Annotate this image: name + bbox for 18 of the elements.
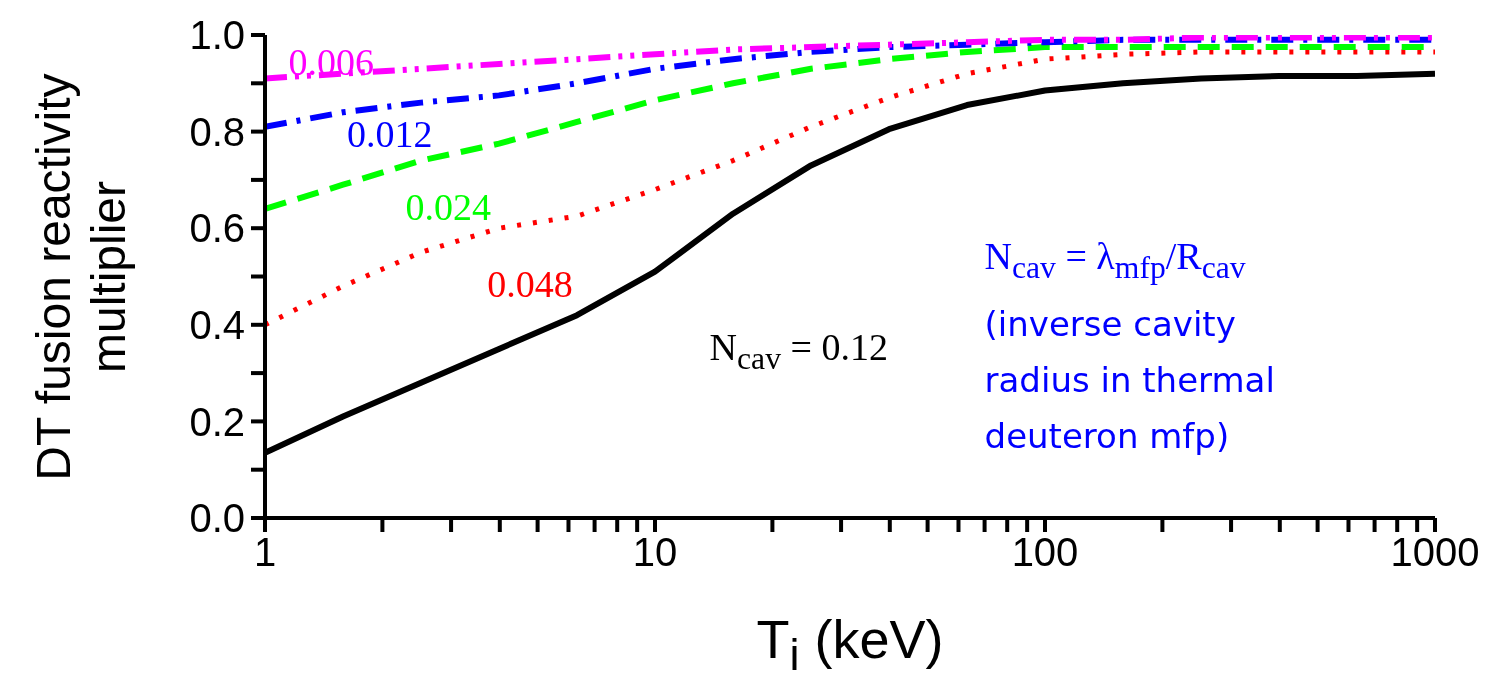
y-tick-label: 0.2 xyxy=(189,399,245,444)
x-tick-label: 1000 xyxy=(1390,530,1480,575)
x-axis-title: T$_{i}$ (keV) xyxy=(755,608,945,681)
annotation: (inverse cavity radius in thermal deuteron mfp) xyxy=(984,302,1276,458)
y-tick-label: 0.4 xyxy=(189,303,245,347)
y-tick-label: 0.0 xyxy=(189,496,245,541)
text: N$_{cav}$ = 0.12 xyxy=(709,324,888,377)
y-axis-title: DT fusion reactivity multiplier xyxy=(25,71,135,483)
series-label: 0.024 xyxy=(405,184,491,229)
y-tick-label: 0.6 xyxy=(189,206,245,251)
x-tick-label: 1 xyxy=(253,530,277,575)
series-label: 0.048 xyxy=(487,262,573,306)
x-tick-label: 100 xyxy=(1011,530,1079,575)
x-tick-label: 10 xyxy=(632,530,678,575)
series-label: 0.012 xyxy=(346,112,433,157)
annotation: N$_{cav}$ = λ$_{mfp}$/R$_{cav}$ xyxy=(984,234,1247,287)
y-tick-label: 0.8 xyxy=(189,109,245,154)
y-tick-label: 1.0 xyxy=(189,13,245,58)
